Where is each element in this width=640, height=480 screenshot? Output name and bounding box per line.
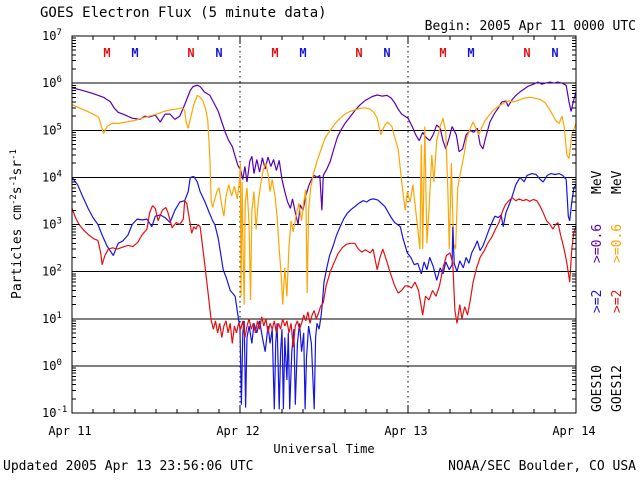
svg-text:100: 100 [42, 358, 62, 373]
y-axis-label: Particles cm-2s-1sr-1 [9, 149, 25, 299]
marker-n-red: N [523, 46, 530, 60]
svg-text:Apr 14: Apr 14 [552, 424, 595, 438]
legend-goes12-ge06-label: >=0.6 [610, 224, 625, 263]
svg-text:Apr 11: Apr 11 [48, 424, 91, 438]
svg-text:10-1: 10-1 [42, 405, 67, 420]
marker-m-blue: M [467, 46, 474, 60]
x-tick-labels: Apr 11 Apr 12 Apr 13 Apr 14 [48, 424, 595, 438]
legend-goes10: >=2 >=0.6 MeV GOES10 [590, 170, 605, 412]
marker-m-red: M [439, 46, 446, 60]
series-goes12-2-mev-electrons [72, 197, 576, 348]
marker-m-red: M [103, 46, 110, 60]
legend-goes12-ge2-label: >=2 [610, 290, 625, 313]
gridlines [72, 36, 576, 413]
marker-n-red: N [187, 46, 194, 60]
svg-text:Apr 12: Apr 12 [216, 424, 259, 438]
chart-title: GOES Electron Flux (5 minute data) [40, 5, 327, 21]
svg-text:102: 102 [42, 264, 62, 279]
svg-text:101: 101 [42, 311, 62, 326]
axis-ticks [71, 35, 577, 414]
x-axis-label: Universal Time [273, 442, 374, 456]
legend-goes12: >=2 >=0.6 MeV GOES12 [610, 170, 625, 412]
series-goes10-0-6-mev-electrons [72, 81, 576, 225]
legend-goes12-mev-label: MeV [610, 170, 625, 194]
legend-goes10-sat-label: GOES10 [590, 365, 605, 412]
legend-goes10-mev-label: MeV [590, 170, 605, 194]
marker-m-blue: M [131, 46, 138, 60]
series-goes10-2-mev-electrons [72, 173, 576, 410]
svg-text:106: 106 [42, 75, 62, 90]
svg-text:103: 103 [42, 217, 62, 232]
marker-m-red: M [271, 46, 278, 60]
series-goes12-0-6-mev-electrons [72, 94, 576, 305]
marker-n-blue: N [215, 46, 222, 60]
svg-text:Apr 13: Apr 13 [384, 424, 427, 438]
legend-goes12-sat-label: GOES12 [610, 365, 625, 412]
marker-n-blue: N [383, 46, 390, 60]
series-lines [72, 81, 576, 410]
source-label: NOAA/SEC Boulder, CO USA [448, 459, 636, 474]
marker-n-blue: N [551, 46, 558, 60]
svg-text:104: 104 [42, 169, 62, 184]
marker-m-blue: M [299, 46, 306, 60]
y-tick-labels: 107 106 105 104 103 102 101 100 10-1 [42, 28, 67, 420]
begin-timestamp: Begin: 2005 Apr 11 0000 UTC [424, 19, 636, 34]
svg-text:107: 107 [42, 28, 62, 43]
updated-timestamp: Updated 2005 Apr 13 23:56:06 UTC [3, 459, 254, 474]
legend-goes10-ge06-label: >=0.6 [590, 224, 605, 263]
legend-goes10-ge2-label: >=2 [590, 290, 605, 313]
svg-text:105: 105 [42, 122, 62, 137]
marker-n-red: N [355, 46, 362, 60]
